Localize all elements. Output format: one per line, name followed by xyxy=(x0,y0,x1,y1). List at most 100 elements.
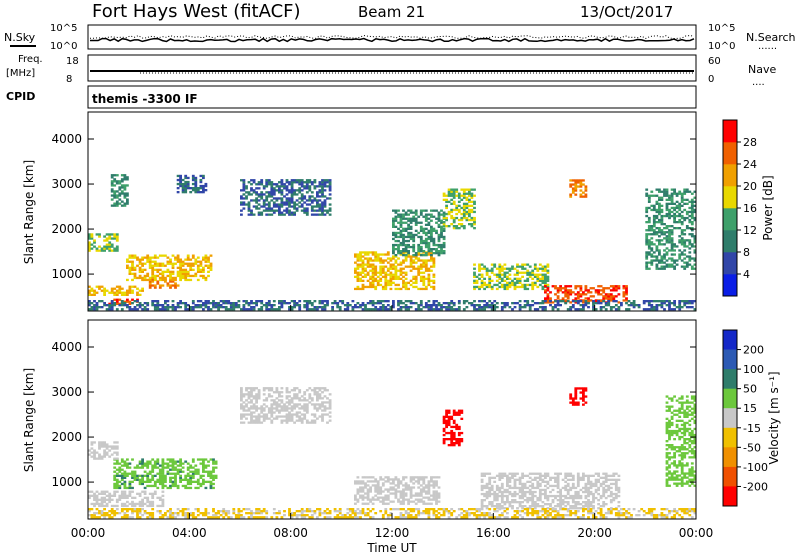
heatmap-cell xyxy=(247,193,251,196)
heatmap-cell xyxy=(120,472,124,475)
heatmap-cell xyxy=(690,198,694,201)
heatmap-cell xyxy=(392,250,395,253)
heatmap-cell xyxy=(435,482,438,485)
heatmap-cell xyxy=(490,279,494,282)
heatmap-cell xyxy=(265,302,269,305)
heatmap-cell xyxy=(95,451,99,454)
heatmap-cell xyxy=(412,478,416,481)
heatmap-cell xyxy=(645,261,649,264)
heatmap-cell xyxy=(379,277,383,280)
heatmap-cell xyxy=(617,486,621,490)
heatmap-cell xyxy=(179,178,182,182)
heatmap-cell xyxy=(407,245,410,249)
heatmap-cell xyxy=(153,308,157,311)
heatmap-cell xyxy=(389,308,393,311)
heatmap-cell xyxy=(316,191,319,194)
heatmap-cell xyxy=(402,275,405,278)
heatmap-cell xyxy=(356,482,360,485)
heatmap-cell xyxy=(541,474,545,477)
heatmap-cell xyxy=(445,216,448,220)
heatmap-cell xyxy=(214,466,218,469)
heatmap-cell xyxy=(250,411,253,414)
heatmap-cell xyxy=(100,490,104,493)
heatmap-cell xyxy=(518,277,522,280)
heatmap-cell xyxy=(303,393,307,396)
heatmap-cell xyxy=(356,275,360,278)
heatmap-cell xyxy=(323,304,327,307)
heatmap-cell xyxy=(632,306,636,309)
heatmap-cell xyxy=(242,306,246,309)
heatmap-cell xyxy=(424,263,428,266)
heatmap-cell xyxy=(457,194,461,197)
heatmap-cell xyxy=(645,265,649,268)
heatmap-cell xyxy=(452,302,456,305)
heatmap-cell xyxy=(88,289,91,292)
heatmap-cell xyxy=(447,192,451,195)
heatmap-cell xyxy=(265,203,269,206)
heatmap-cell xyxy=(399,243,403,247)
heatmap-cell xyxy=(422,261,426,264)
heatmap-cell xyxy=(153,462,157,465)
heatmap-cell xyxy=(364,482,367,485)
heatmap-cell xyxy=(589,503,593,506)
heatmap-cell xyxy=(587,480,590,483)
heatmap-cell xyxy=(262,201,266,204)
heatmap-cell xyxy=(673,221,676,224)
heatmap-cell xyxy=(417,500,421,503)
heatmap-cell xyxy=(303,185,307,188)
heatmap-cell xyxy=(141,500,144,504)
heatmap-cell xyxy=(110,504,114,508)
heatmap-cell xyxy=(321,405,324,408)
heatmap-cell xyxy=(356,265,360,268)
heatmap-cell xyxy=(151,280,155,283)
heatmap-cell xyxy=(212,466,215,469)
heatmap-cell xyxy=(609,295,613,298)
heatmap-cell xyxy=(579,193,583,196)
heatmap-cell xyxy=(427,496,431,499)
heatmap-cell xyxy=(278,187,281,190)
nave-label: Nave xyxy=(748,63,776,76)
heatmap-cell xyxy=(675,259,679,262)
heatmap-cell xyxy=(214,476,218,479)
heatmap-cell xyxy=(361,480,365,483)
heatmap-cell xyxy=(564,476,568,479)
heatmap-cell xyxy=(93,306,96,309)
heatmap-cell xyxy=(113,474,117,477)
heatmap-cell xyxy=(247,387,251,390)
heatmap-cell xyxy=(546,279,550,282)
heatmap-cell xyxy=(141,466,144,469)
heatmap-cell xyxy=(184,476,188,479)
heatmap-cell xyxy=(113,190,117,193)
heatmap-cell xyxy=(589,501,593,504)
heatmap-cell xyxy=(399,217,403,220)
power-heatmap-cells xyxy=(88,174,697,311)
heatmap-cell xyxy=(194,260,198,263)
heatmap-cell xyxy=(422,478,426,481)
heatmap-cell xyxy=(103,492,106,495)
heatmap-cell xyxy=(110,188,114,191)
heatmap-cell xyxy=(404,273,408,276)
heatmap-cell xyxy=(442,306,446,309)
heatmap-cell xyxy=(556,505,560,508)
heatmap-cell xyxy=(592,302,595,305)
heatmap-cell xyxy=(202,468,205,471)
heatmap-cell xyxy=(318,302,322,305)
heatmap-cell xyxy=(468,200,471,203)
heatmap-cell xyxy=(171,462,175,465)
heatmap-cell xyxy=(161,502,165,506)
heatmap-cell xyxy=(685,202,689,205)
heatmap-cell xyxy=(285,211,289,214)
heatmap-cell xyxy=(356,498,360,501)
heatmap-cell xyxy=(407,255,410,258)
heatmap-cell xyxy=(693,300,697,303)
heatmap-cell xyxy=(493,263,497,266)
heatmap-cell xyxy=(658,304,661,307)
heatmap-cell xyxy=(293,407,296,410)
heatmap-cell xyxy=(316,393,319,396)
heatmap-cell xyxy=(389,275,393,278)
heatmap-cell xyxy=(642,300,646,303)
heatmap-cell xyxy=(141,270,144,273)
heatmap-cell xyxy=(670,231,674,234)
heatmap-cell xyxy=(308,181,312,184)
heatmap-cell xyxy=(445,438,448,441)
